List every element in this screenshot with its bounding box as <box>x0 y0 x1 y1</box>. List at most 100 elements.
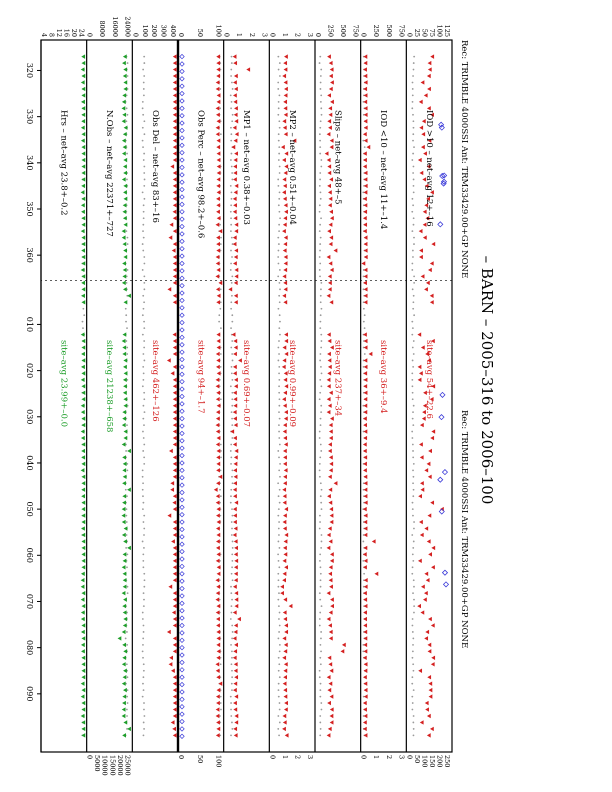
net-avg-dot <box>319 514 321 517</box>
net-avg-dot <box>411 320 414 323</box>
net-avg-dot <box>320 94 323 97</box>
site-value-marker <box>363 597 368 602</box>
net-avg-dot <box>319 320 322 323</box>
site-value-marker <box>172 93 177 98</box>
site-value-marker <box>418 493 422 499</box>
site-value-marker <box>218 474 223 480</box>
site-value-marker <box>329 506 334 512</box>
net-avg-dot <box>277 133 280 136</box>
net-avg-dot <box>231 650 233 653</box>
site-value-marker <box>172 274 177 279</box>
site-value-marker <box>283 183 287 189</box>
net-avg-dot <box>278 650 281 653</box>
missing-data-marker <box>179 504 185 510</box>
missing-data-marker <box>179 164 185 171</box>
site-value-marker <box>328 500 333 505</box>
y-tick-label-left: 3 <box>306 33 314 37</box>
net-avg-dot <box>143 359 146 362</box>
y-tick-label-right: 50 <box>196 755 204 763</box>
net-avg-dot <box>278 456 280 459</box>
site-value-marker <box>123 164 127 169</box>
y-tick-label-left: 750 <box>397 25 405 37</box>
site-value-marker <box>428 616 432 622</box>
net-avg-dot <box>319 223 322 226</box>
site-value-marker <box>420 487 425 492</box>
net-avg-dot <box>412 643 414 646</box>
panel-net-label: Obs Del – net–avg 83+–16 <box>150 110 160 223</box>
net-avg-dot <box>230 139 233 142</box>
net-avg-dot <box>278 327 281 330</box>
site-value-marker <box>215 86 220 92</box>
net-avg-dot <box>125 314 128 317</box>
net-avg-dot <box>362 301 365 304</box>
net-avg-dot <box>231 721 233 724</box>
site-value-marker <box>172 616 177 622</box>
net-avg-dot <box>318 462 321 465</box>
site-value-marker <box>233 552 238 557</box>
site-value-marker <box>233 687 237 693</box>
site-value-marker <box>215 351 220 357</box>
site-value-marker <box>326 409 331 415</box>
net-avg-dot <box>229 501 232 504</box>
site-value-marker <box>327 119 332 124</box>
x-tick-label: 060 <box>25 548 34 563</box>
site-value-marker <box>123 196 128 202</box>
net-avg-dot <box>142 366 145 368</box>
net-avg-dot <box>277 243 280 245</box>
missing-data-marker <box>179 667 185 673</box>
net-avg-dot <box>277 178 280 181</box>
site-value-marker <box>122 552 127 557</box>
site-value-marker <box>81 474 86 480</box>
net-avg-dot <box>126 643 129 646</box>
site-value-marker <box>363 403 368 408</box>
net-avg-dot <box>231 417 233 420</box>
net-avg-dot <box>81 320 84 323</box>
site-value-marker <box>234 384 238 389</box>
net-avg-dot <box>362 540 365 543</box>
site-value-marker <box>122 461 127 467</box>
net-avg-dot <box>412 540 415 543</box>
site-value-marker <box>172 67 177 72</box>
site-value-marker <box>81 675 86 680</box>
net-avg-dot <box>230 715 233 717</box>
net-avg-dot <box>412 340 415 342</box>
missing-data-marker <box>179 105 185 112</box>
net-avg-dot <box>278 592 280 595</box>
missing-data-marker <box>179 68 185 75</box>
site-value-marker <box>422 177 427 182</box>
site-value-marker <box>284 532 289 538</box>
net-avg-dot <box>320 159 323 161</box>
site-value-marker <box>123 248 128 253</box>
net-avg-dot <box>412 559 415 562</box>
site-value-marker <box>81 371 86 376</box>
site-value-marker <box>327 687 332 693</box>
site-value-marker <box>363 623 368 628</box>
site-value-marker <box>233 681 238 686</box>
site-value-marker <box>232 209 237 214</box>
site-value-marker <box>81 455 86 460</box>
site-value-marker <box>216 144 221 150</box>
site-value-marker <box>233 416 237 421</box>
site-value-marker <box>121 629 126 635</box>
net-avg-dot <box>413 521 415 523</box>
net-avg-dot <box>229 210 232 213</box>
site-value-marker <box>421 416 426 421</box>
net-avg-dot <box>220 450 222 452</box>
net-avg-dot <box>278 411 280 414</box>
site-value-marker <box>81 73 86 79</box>
site-value-marker <box>216 248 221 253</box>
y-tick-label-left: 0 <box>131 33 139 37</box>
site-value-marker <box>281 364 286 370</box>
site-value-marker <box>170 481 175 486</box>
site-value-marker <box>283 668 288 673</box>
x-tick-label: 050 <box>25 501 34 516</box>
site-value-marker <box>329 67 334 72</box>
site-value-marker <box>172 261 177 266</box>
site-value-marker <box>327 526 332 531</box>
missing-data-marker <box>179 305 185 311</box>
net-avg-dot <box>320 411 323 414</box>
net-avg-dot <box>411 417 414 420</box>
y-tick-label-right: 0 <box>86 755 94 759</box>
missing-data-marker <box>179 460 185 466</box>
site-value-marker <box>363 170 368 176</box>
